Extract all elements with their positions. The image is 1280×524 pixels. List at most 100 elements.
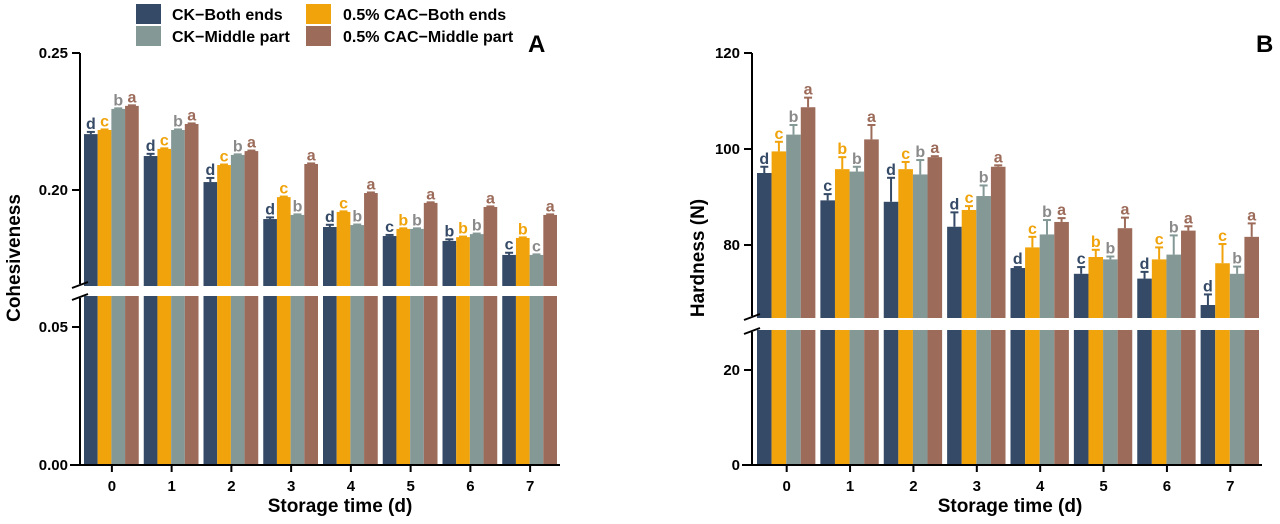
bar-lower [820, 330, 835, 465]
significance-letter: b [1105, 241, 1115, 258]
bar [961, 209, 977, 318]
bar [410, 228, 424, 286]
bar-lower [927, 330, 943, 465]
bar [350, 225, 365, 286]
significance-letter: b [1091, 234, 1101, 251]
x-tick-label: 1 [167, 478, 175, 495]
bar-lower [1151, 330, 1167, 465]
y-tick-label: 20 [723, 362, 740, 379]
bar-lower [834, 330, 850, 465]
x-tick-label: 5 [1099, 478, 1107, 495]
panel-label-b: B [1256, 31, 1273, 58]
bar-lower [84, 296, 98, 465]
bar-lower [1025, 330, 1040, 465]
bar-lower [217, 296, 231, 465]
legend-label-ck-middle-part: CK−Middle part [172, 29, 290, 46]
bar [864, 139, 879, 318]
x-tick-label: 0 [783, 478, 791, 495]
bar [927, 157, 943, 318]
significance-letter: b [1042, 204, 1052, 221]
bar [976, 196, 991, 318]
bar-lower [423, 296, 438, 465]
y-tick-label: 80 [723, 237, 740, 254]
significance-letter: b [444, 223, 454, 240]
bar [947, 226, 962, 318]
y-tick-label: 0.25 [39, 45, 68, 62]
bar [469, 234, 484, 286]
bar-lower [1088, 330, 1104, 465]
bar [276, 197, 291, 286]
axis-break-mark [743, 313, 761, 321]
significance-letter: a [366, 176, 375, 193]
bar [990, 166, 1006, 318]
legend: CK−Both ends CK−Middle part 0.5% CAC−Bot… [136, 4, 514, 46]
bar-lower [757, 330, 772, 465]
bar [1117, 228, 1133, 318]
bar-lower [382, 296, 397, 465]
bar [323, 226, 337, 286]
bar-lower [483, 296, 498, 465]
bar-lower [543, 296, 557, 465]
x-tick-label: 3 [973, 478, 981, 495]
panel-label-a: A [528, 31, 545, 58]
bar [382, 236, 397, 286]
x-tick-label: 4 [1036, 478, 1045, 495]
legend-label-ck-both-ends: CK−Both ends [172, 7, 283, 24]
y-axis-title-a: Cohesiveness [4, 194, 25, 322]
bar [757, 173, 772, 318]
significance-letter: b [789, 109, 799, 126]
significance-letter: d [950, 196, 960, 213]
bar [883, 201, 899, 318]
bar [1181, 230, 1196, 318]
significance-letter: b [472, 218, 482, 235]
y-tick-label: 0 [732, 457, 740, 474]
significance-letter: b [915, 144, 925, 161]
bar [244, 151, 259, 286]
significance-letter: b [837, 141, 847, 158]
bar [171, 129, 185, 286]
bar-lower [336, 296, 351, 465]
bar [336, 211, 351, 286]
x-axis-title-a: Storage time (d) [268, 496, 413, 517]
x-tick-label: 4 [347, 478, 356, 495]
significance-letter: c [160, 132, 169, 149]
significance-letter: c [100, 113, 109, 130]
bar [290, 214, 305, 286]
significance-letter: a [426, 186, 435, 203]
significance-letter: d [86, 116, 96, 133]
x-axis-title-b: Storage time (d) [938, 496, 1083, 517]
significance-letter: c [1077, 251, 1086, 268]
bar-lower [323, 296, 337, 465]
significance-letter: d [759, 151, 769, 168]
bar-lower [1010, 330, 1026, 465]
bar [364, 193, 378, 286]
legend-swatch-cac-middle-part [306, 26, 331, 46]
bar-lower [125, 296, 139, 465]
significance-letter: d [146, 138, 156, 155]
y-tick-label: 0.00 [39, 457, 68, 474]
bar [84, 134, 98, 286]
bar-lower [912, 330, 928, 465]
bar [396, 228, 411, 286]
bar [1215, 263, 1230, 318]
x-tick-label: 6 [1163, 478, 1171, 495]
bar-lower [1229, 330, 1245, 465]
bar [1151, 259, 1167, 318]
significance-letter: b [293, 198, 303, 215]
bar-lower [304, 296, 318, 465]
bar-lower [276, 296, 291, 465]
bar-lower [263, 296, 277, 465]
significance-letter: d [205, 162, 215, 179]
x-tick-label: 6 [466, 478, 474, 495]
bar [184, 123, 199, 286]
y-tick-label: 0.20 [39, 182, 68, 199]
bar-lower [502, 296, 516, 465]
bar-lower [456, 296, 470, 465]
significance-letter: a [546, 198, 555, 215]
legend-swatch-ck-both-ends [136, 4, 161, 24]
significance-letter: c [220, 149, 229, 166]
bar [898, 169, 913, 318]
significance-letter: c [532, 238, 541, 255]
x-tick-label: 2 [227, 478, 235, 495]
